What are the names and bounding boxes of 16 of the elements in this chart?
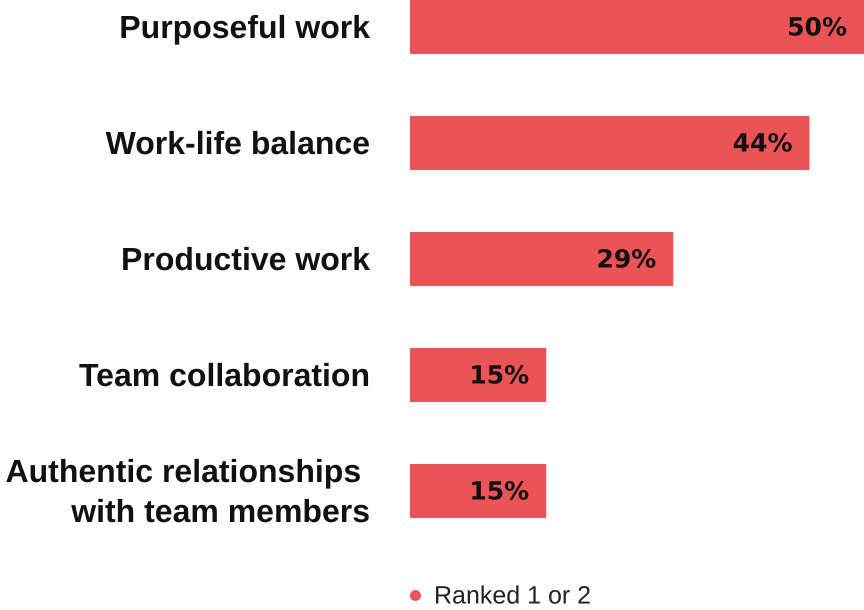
bar: [410, 464, 546, 518]
bar: [410, 116, 810, 170]
bar: [410, 232, 674, 286]
bar: [410, 348, 546, 402]
data-label: 15%: [469, 360, 530, 390]
y-tick-label: Work-life balance: [106, 125, 370, 161]
y-tick-label: Authentic relationships with team members: [6, 453, 370, 529]
y-tick-label: Purposeful work: [119, 9, 370, 45]
data-label: 29%: [596, 244, 656, 274]
data-label: 44%: [732, 128, 793, 158]
y-tick-label: Productive work: [121, 241, 370, 277]
y-tick-label: Team collaboration: [78, 357, 370, 393]
legend-label: Ranked 1 or 2: [434, 582, 592, 610]
data-label: 50%: [787, 12, 847, 42]
bar: [410, 0, 864, 54]
data-label: 15%: [469, 476, 530, 506]
